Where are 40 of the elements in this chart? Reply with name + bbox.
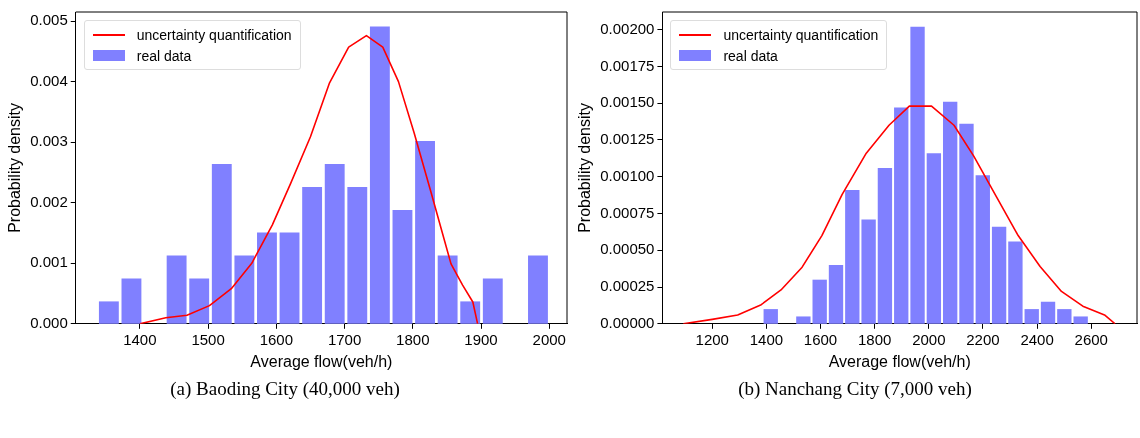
x-tick-label: 1800 <box>857 330 892 348</box>
x-axis-title: Average flow(veh/h) <box>250 352 393 370</box>
y-tick-label: 0.000 <box>30 313 68 331</box>
y-tick-label: 0.00200 <box>600 19 655 37</box>
y-tick-label: 0.00075 <box>600 203 655 221</box>
x-tick-label: 2400 <box>1020 330 1054 348</box>
legend-label: uncertainty quantification <box>136 26 292 43</box>
y-axis-title: Probability density <box>6 102 24 233</box>
x-tick-label: 2600 <box>1074 330 1108 348</box>
text: (b) Nanchang City (7,000 veh) <box>737 378 973 400</box>
y-axis-title: Probability density <box>576 102 594 233</box>
y-tick-label: 0.00025 <box>600 277 655 295</box>
x-tick-label: 1900 <box>464 330 498 348</box>
y-tick-label: 0.00125 <box>600 130 655 148</box>
y-tick-label: 0.004 <box>30 71 68 89</box>
x-tick-label: 1600 <box>259 330 294 348</box>
x-tick-label: 2000 <box>912 330 946 348</box>
x-tick-label: 2000 <box>532 330 566 348</box>
y-tick-label: 0.00100 <box>600 166 655 184</box>
y-tick-label: 0.00000 <box>600 313 655 331</box>
legend-label: uncertainty quantification <box>723 26 879 43</box>
y-tick-label: 0.005 <box>30 11 68 29</box>
y-tick-label: 0.00175 <box>600 56 655 74</box>
y-tick-label: 0.003 <box>30 132 68 150</box>
x-tick-label: 1400 <box>749 330 784 348</box>
text: (a) Baoding City (40,000 veh) <box>169 378 401 400</box>
x-tick-label: 2200 <box>966 330 1000 348</box>
y-tick-label: 0.00150 <box>600 93 655 111</box>
x-tick-label: 1200 <box>695 330 729 348</box>
legend-label: real data <box>723 47 778 64</box>
y-tick-label: 0.002 <box>30 192 68 210</box>
x-tick-label: 1700 <box>327 330 362 348</box>
x-tick-label: 1800 <box>396 330 430 348</box>
x-tick-label: 1500 <box>191 330 225 348</box>
x-axis-title: Average flow(veh/h) <box>828 352 971 370</box>
x-tick-label: 1400 <box>123 330 157 348</box>
y-tick-label: 0.001 <box>30 253 68 271</box>
x-tick-label: 1600 <box>803 330 838 348</box>
legend-label: real data <box>136 47 192 64</box>
y-tick-label: 0.00050 <box>600 240 655 258</box>
